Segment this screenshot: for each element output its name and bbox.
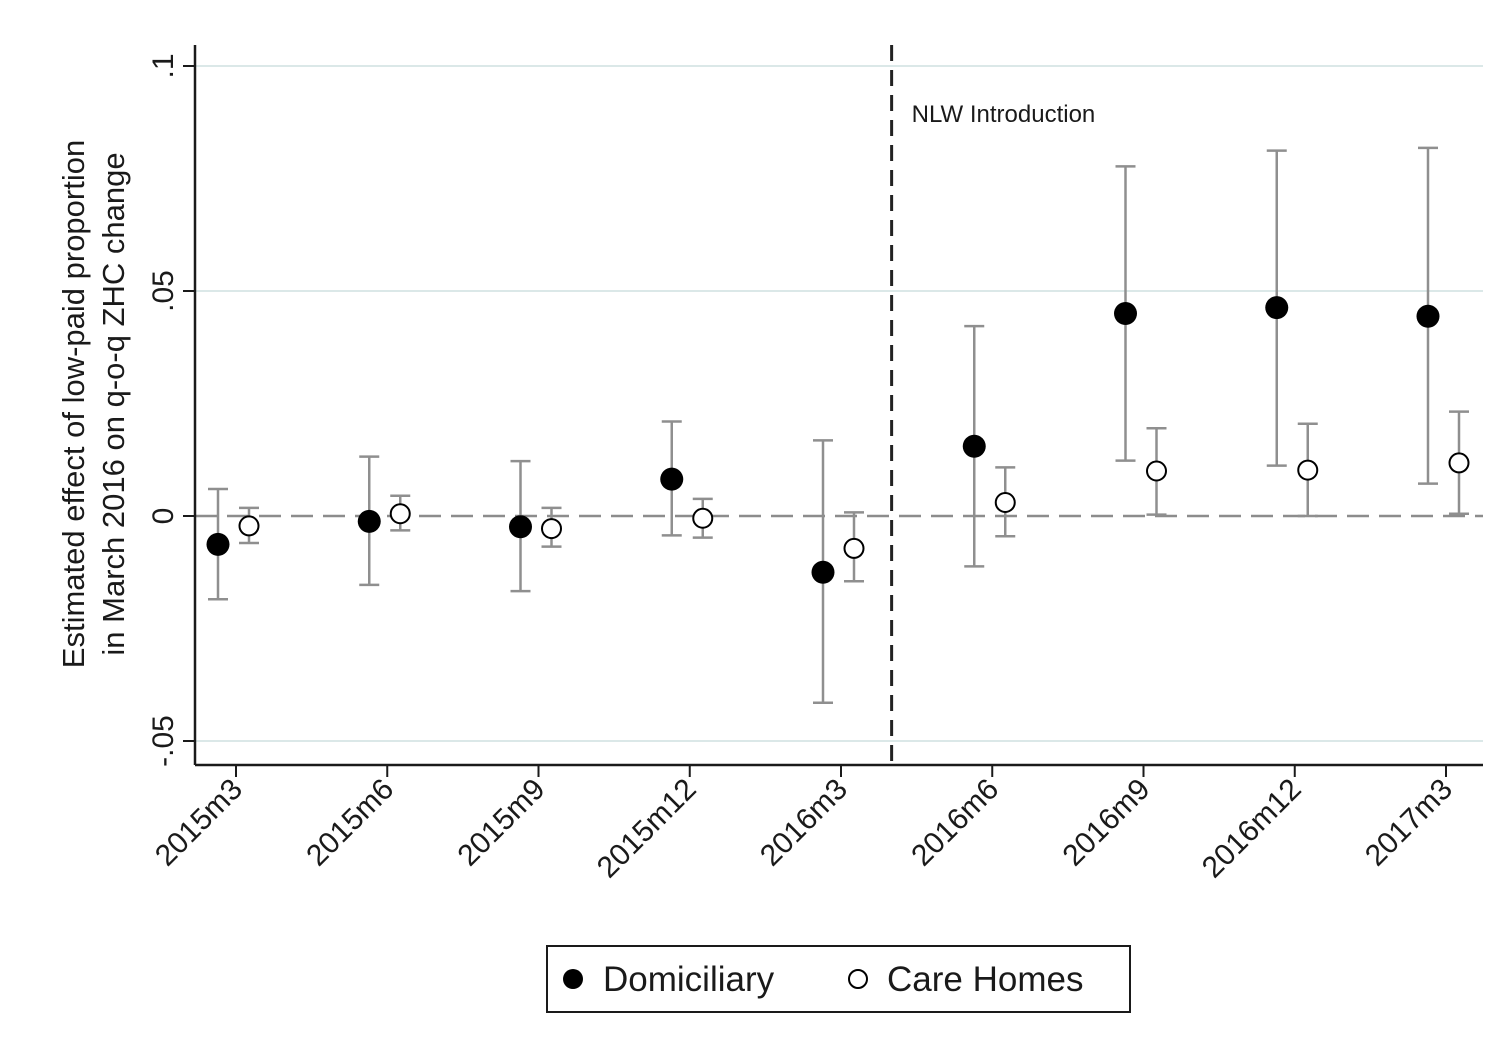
nlw-introduction-label: NLW Introduction	[912, 101, 1096, 128]
y-axis-title-line-1: Estimated effect of low-paid proportion	[56, 140, 91, 668]
y-axis-title-line-2: in March 2016 on q-o-q ZHC change	[96, 152, 131, 655]
point-domiciliary	[660, 467, 684, 491]
point-care-homes	[1146, 460, 1167, 482]
point-care-homes	[692, 507, 714, 529]
point-domiciliary	[206, 532, 230, 556]
point-domiciliary	[811, 560, 835, 584]
point-care-homes	[541, 518, 562, 540]
y-axis-ticks: -.05 0 .05 .1	[147, 53, 195, 767]
point-domiciliary	[1265, 296, 1289, 320]
series-domiciliary	[206, 146, 1440, 704]
point-domiciliary	[962, 434, 986, 458]
point-care-homes	[1297, 459, 1319, 481]
point-care-homes	[238, 515, 260, 537]
axes	[193, 45, 1483, 767]
point-domiciliary	[509, 515, 532, 539]
legend-label-domiciliary: Domiciliary	[603, 960, 775, 999]
legend: Domiciliary Care Homes	[546, 945, 1131, 1013]
data-series	[206, 146, 1470, 704]
series-care-homes	[238, 410, 1470, 583]
y-axis-title: Estimated effect of low-paid proportion …	[56, 140, 131, 668]
legend-label-care-homes: Care Homes	[887, 960, 1083, 999]
point-care-homes	[994, 492, 1016, 513]
legend-marker-care-homes	[848, 969, 868, 989]
point-care-homes	[1448, 452, 1470, 474]
point-care-homes	[843, 537, 865, 559]
y-tick-label: -.05	[147, 715, 180, 767]
gridlines	[195, 65, 1483, 742]
point-domiciliary	[1114, 302, 1137, 325]
point-care-homes	[389, 503, 411, 525]
y-tick-label: .05	[147, 270, 180, 312]
y-tick-label: 0	[147, 508, 180, 525]
event-marker: NLW Introduction	[890, 45, 1096, 765]
point-domiciliary	[357, 509, 381, 533]
legend-marker-domiciliary	[563, 969, 583, 989]
legend-box	[546, 945, 1131, 1013]
point-domiciliary	[1416, 304, 1440, 328]
y-tick-label: .1	[147, 53, 180, 78]
